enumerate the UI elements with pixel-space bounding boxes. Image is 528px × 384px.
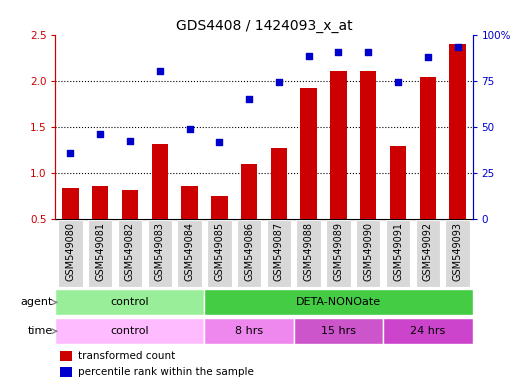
Text: GSM549091: GSM549091	[393, 222, 403, 281]
Text: GSM549090: GSM549090	[363, 222, 373, 281]
Text: GSM549080: GSM549080	[65, 222, 76, 281]
Point	[96, 131, 105, 137]
Point	[275, 79, 283, 86]
Text: GDS4408 / 1424093_x_at: GDS4408 / 1424093_x_at	[176, 19, 352, 33]
Text: agent: agent	[21, 297, 53, 308]
Point	[364, 49, 373, 55]
Text: GSM549083: GSM549083	[155, 222, 165, 281]
Text: 8 hrs: 8 hrs	[235, 326, 263, 336]
FancyBboxPatch shape	[177, 220, 202, 286]
Text: control: control	[110, 297, 149, 308]
Bar	[271, 148, 287, 219]
FancyBboxPatch shape	[386, 220, 410, 286]
Text: GSM549093: GSM549093	[452, 222, 463, 281]
Point	[394, 79, 402, 86]
Bar	[181, 186, 197, 219]
Text: GSM549084: GSM549084	[184, 222, 194, 281]
Point	[423, 54, 432, 60]
Point	[155, 68, 164, 74]
Bar	[420, 77, 436, 219]
Text: 15 hrs: 15 hrs	[321, 326, 356, 336]
Text: GSM549089: GSM549089	[334, 222, 344, 281]
Text: GSM549082: GSM549082	[125, 222, 135, 281]
FancyBboxPatch shape	[118, 220, 142, 286]
Text: GSM549088: GSM549088	[304, 222, 314, 281]
FancyBboxPatch shape	[237, 220, 261, 286]
Bar	[60, 351, 72, 361]
Bar	[449, 44, 466, 219]
FancyBboxPatch shape	[58, 220, 82, 286]
Bar	[152, 144, 168, 219]
FancyBboxPatch shape	[297, 220, 321, 286]
Text: GSM549081: GSM549081	[95, 222, 105, 281]
Point	[334, 49, 343, 55]
Point	[215, 139, 223, 146]
FancyBboxPatch shape	[326, 220, 351, 286]
Bar	[122, 190, 138, 219]
Bar	[331, 71, 347, 219]
Point	[126, 137, 134, 144]
FancyBboxPatch shape	[356, 220, 381, 286]
FancyBboxPatch shape	[88, 220, 112, 286]
Text: 24 hrs: 24 hrs	[410, 326, 446, 336]
FancyBboxPatch shape	[55, 318, 204, 344]
Text: transformed count: transformed count	[78, 351, 176, 361]
Text: control: control	[110, 326, 149, 336]
FancyBboxPatch shape	[416, 220, 440, 286]
Bar	[390, 146, 406, 219]
Point	[245, 96, 253, 102]
FancyBboxPatch shape	[446, 220, 470, 286]
Text: GSM549087: GSM549087	[274, 222, 284, 281]
Point	[185, 126, 194, 132]
FancyBboxPatch shape	[294, 318, 383, 344]
Text: GSM549092: GSM549092	[423, 222, 433, 281]
Text: DETA-NONOate: DETA-NONOate	[296, 297, 381, 308]
Bar	[60, 367, 72, 377]
FancyBboxPatch shape	[147, 220, 172, 286]
Point	[305, 53, 313, 59]
FancyBboxPatch shape	[267, 220, 291, 286]
Bar	[211, 196, 228, 219]
Text: time: time	[27, 326, 53, 336]
Text: GSM549085: GSM549085	[214, 222, 224, 281]
FancyBboxPatch shape	[204, 290, 473, 315]
Text: percentile rank within the sample: percentile rank within the sample	[78, 367, 254, 377]
Text: GSM549086: GSM549086	[244, 222, 254, 281]
FancyBboxPatch shape	[383, 318, 473, 344]
Bar	[92, 186, 108, 219]
Bar	[241, 164, 257, 219]
Bar	[360, 71, 376, 219]
Bar	[62, 189, 79, 219]
Point	[454, 45, 462, 51]
Bar	[300, 88, 317, 219]
FancyBboxPatch shape	[55, 290, 204, 315]
Point	[66, 149, 74, 156]
FancyBboxPatch shape	[204, 318, 294, 344]
FancyBboxPatch shape	[207, 220, 231, 286]
